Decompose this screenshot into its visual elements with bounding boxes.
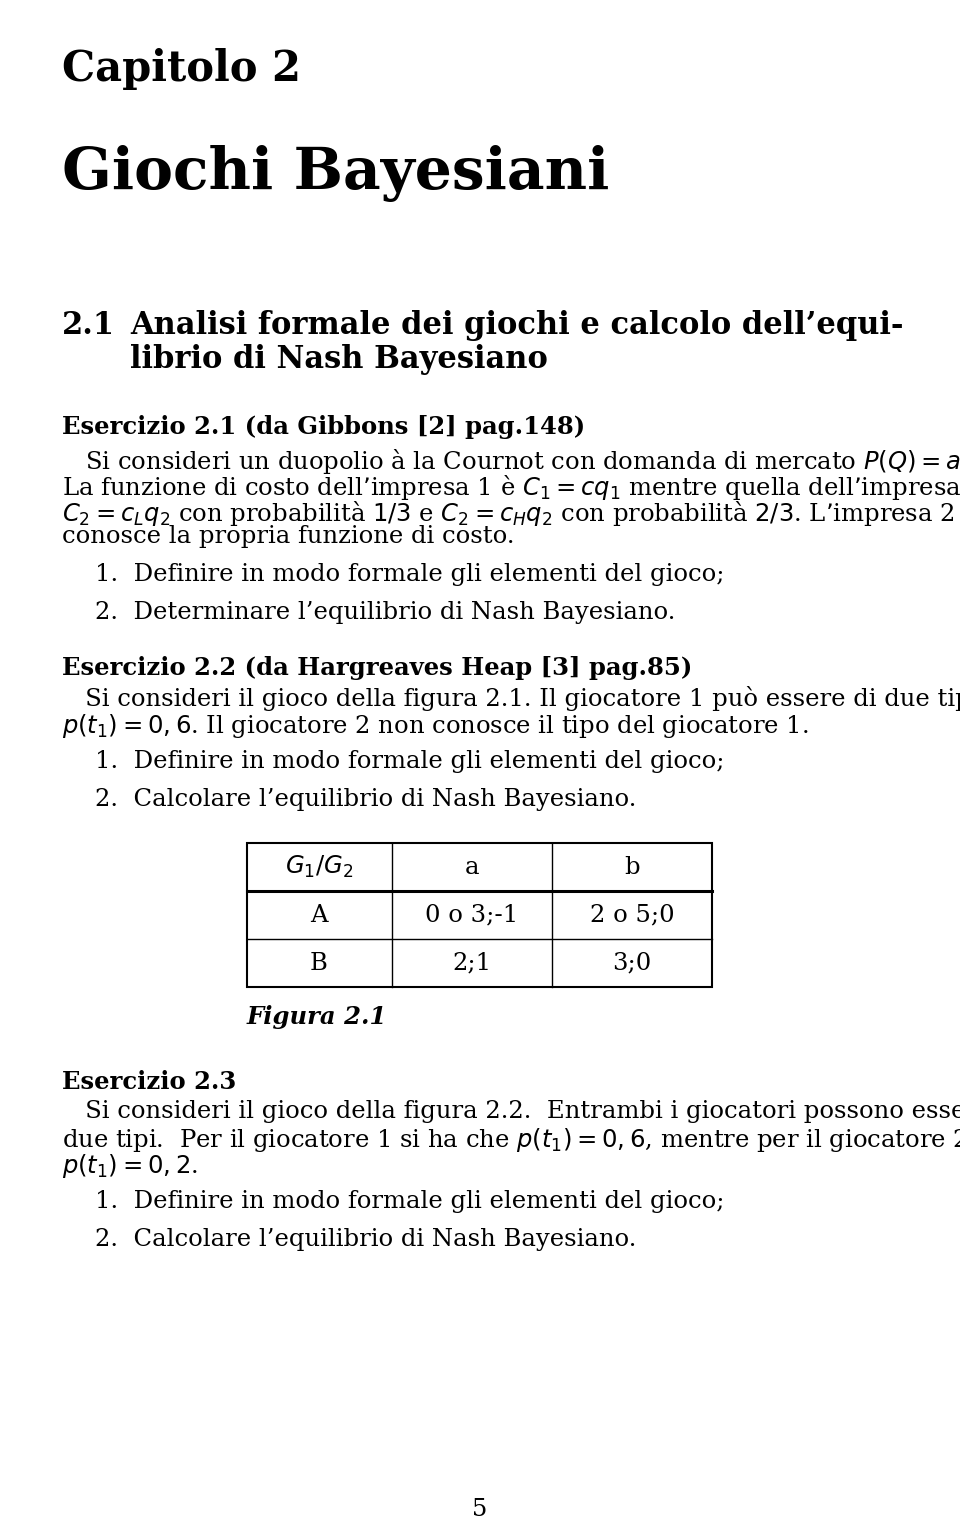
- Text: 2.1: 2.1: [62, 310, 115, 341]
- Text: $p(t_1) = 0, 2$.: $p(t_1) = 0, 2$.: [62, 1152, 198, 1180]
- Text: Analisi formale dei giochi e calcolo dell’equi-: Analisi formale dei giochi e calcolo del…: [130, 310, 903, 341]
- Text: 3;0: 3;0: [612, 951, 652, 974]
- Text: Capitolo 2: Capitolo 2: [62, 48, 301, 91]
- Text: b: b: [624, 856, 639, 879]
- Text: B: B: [310, 951, 328, 974]
- Text: Si consideri il gioco della figura 2.2.  Entrambi i giocatori possono essere di: Si consideri il gioco della figura 2.2. …: [62, 1100, 960, 1123]
- Text: $p(t_1) = 0, 6$. Il giocatore 2 non conosce il tipo del giocatore 1.: $p(t_1) = 0, 6$. Il giocatore 2 non cono…: [62, 713, 808, 740]
- Text: 2.  Calcolare l’equilibrio di Nash Bayesiano.: 2. Calcolare l’equilibrio di Nash Bayesi…: [95, 1227, 636, 1250]
- Text: 1.  Definire in modo formale gli elementi del gioco;: 1. Definire in modo formale gli elementi…: [95, 564, 725, 587]
- Text: librio di Nash Bayesiano: librio di Nash Bayesiano: [130, 344, 548, 375]
- Text: 1.  Definire in modo formale gli elementi del gioco;: 1. Definire in modo formale gli elementi…: [95, 750, 725, 773]
- Text: conosce la propria funzione di costo.: conosce la propria funzione di costo.: [62, 525, 515, 548]
- Text: 0 o 3;-1: 0 o 3;-1: [425, 903, 518, 926]
- Text: A: A: [310, 903, 327, 926]
- Text: 2.  Determinare l’equilibrio di Nash Bayesiano.: 2. Determinare l’equilibrio di Nash Baye…: [95, 601, 676, 624]
- Text: Esercizio 2.3: Esercizio 2.3: [62, 1071, 236, 1094]
- Text: Giochi Bayesiani: Giochi Bayesiani: [62, 144, 610, 203]
- Text: 2;1: 2;1: [452, 951, 492, 974]
- Text: 2 o 5;0: 2 o 5;0: [589, 903, 674, 926]
- Text: Figura 2.1: Figura 2.1: [247, 1005, 388, 1029]
- Text: 2.  Calcolare l’equilibrio di Nash Bayesiano.: 2. Calcolare l’equilibrio di Nash Bayesi…: [95, 788, 636, 811]
- Text: due tipi.  Per il giocatore 1 si ha che $p(t_1) = 0, 6$, mentre per il giocatore: due tipi. Per il giocatore 1 si ha che $…: [62, 1126, 960, 1154]
- Text: $C_2 = c_Lq_2$ con probabilità $1/3$ e $C_2 = c_Hq_2$ con probabilità $2/3$. L’i: $C_2 = c_Lq_2$ con probabilità $1/3$ e $…: [62, 499, 954, 528]
- Text: $G_1/G_2$: $G_1/G_2$: [285, 854, 353, 880]
- Text: La funzione di costo dell’impresa 1 è $C_1 = cq_1$ mentre quella dell’impresa 2 : La funzione di costo dell’impresa 1 è $C…: [62, 473, 960, 502]
- Text: a: a: [465, 856, 479, 879]
- Text: Esercizio 2.1 (da Gibbons [2] pag.148): Esercizio 2.1 (da Gibbons [2] pag.148): [62, 415, 586, 439]
- Text: Esercizio 2.2 (da Hargreaves Heap [3] pag.85): Esercizio 2.2 (da Hargreaves Heap [3] pa…: [62, 656, 692, 680]
- Bar: [247, 843, 712, 988]
- Text: 5: 5: [472, 1498, 488, 1521]
- Text: Si consideri il gioco della figura 2.1. Il giocatore 1 può essere di due tipi co: Si consideri il gioco della figura 2.1. …: [62, 687, 960, 711]
- Text: Si consideri un duopolio à la Cournot con domanda di mercato $P(Q) = a-Q$.: Si consideri un duopolio à la Cournot co…: [62, 447, 960, 476]
- Text: 1.  Definire in modo formale gli elementi del gioco;: 1. Definire in modo formale gli elementi…: [95, 1190, 725, 1213]
